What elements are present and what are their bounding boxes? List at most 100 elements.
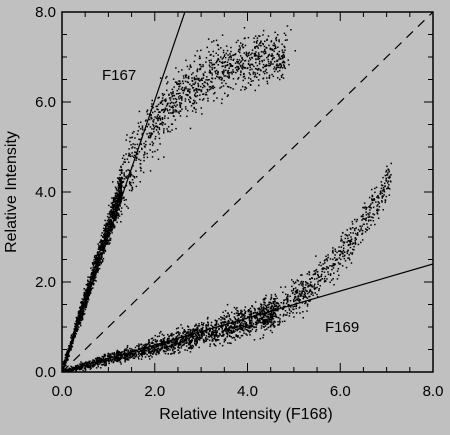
f167-point	[175, 111, 177, 113]
f169-point	[261, 321, 264, 324]
f167-point	[130, 144, 132, 146]
f169-point	[270, 296, 273, 298]
f169-point	[146, 347, 149, 350]
f169-point	[211, 336, 213, 339]
f169-point	[372, 216, 374, 219]
f167-point	[179, 104, 182, 106]
f169-point	[314, 283, 316, 286]
f167-point	[95, 276, 97, 278]
f169-point	[295, 298, 298, 301]
f169-point	[222, 318, 224, 320]
f167-point	[191, 77, 193, 79]
f169-point	[365, 211, 367, 213]
f167-point	[72, 333, 75, 335]
f167-point	[239, 64, 242, 67]
f167-point	[278, 66, 280, 69]
f169-point	[254, 312, 257, 314]
f167-point	[215, 72, 217, 75]
f167-point	[196, 68, 199, 70]
f167-point	[262, 29, 265, 32]
f167-point	[81, 309, 84, 311]
f167-point	[140, 167, 142, 170]
f169-point	[295, 307, 297, 310]
f169-point	[173, 348, 176, 350]
f169-point	[365, 228, 367, 230]
f167-point	[176, 81, 178, 84]
f167-point	[173, 94, 175, 97]
f169-point	[167, 353, 169, 355]
f169-point	[295, 292, 298, 294]
f167-point	[216, 69, 218, 72]
f169-point	[121, 351, 124, 353]
f169-point	[236, 329, 238, 332]
f169-point	[148, 355, 150, 358]
f169-point	[243, 316, 245, 318]
f167-point	[101, 256, 103, 258]
f167-point	[103, 241, 105, 243]
f167-point	[284, 46, 286, 49]
f169-point	[176, 340, 178, 342]
f167-point	[118, 207, 120, 210]
f169-point	[217, 339, 220, 341]
f169-point	[371, 198, 374, 201]
f169-point	[260, 305, 262, 307]
f169-point	[179, 343, 181, 346]
f169-point	[226, 334, 229, 336]
f167-point	[192, 83, 194, 85]
f167-point	[112, 217, 114, 220]
f167-point	[87, 290, 89, 292]
f169-point	[368, 196, 371, 199]
f169-point	[345, 234, 348, 236]
f167-point	[141, 132, 144, 135]
f169-point	[370, 219, 372, 222]
f169-point	[94, 357, 97, 360]
f167-point	[214, 91, 216, 94]
f169-point	[279, 320, 281, 322]
f169-point	[251, 325, 254, 327]
f167-point	[252, 80, 254, 82]
f167-point	[263, 45, 266, 48]
f169-point	[115, 352, 118, 355]
f167-point	[117, 180, 119, 183]
f167-point	[127, 154, 130, 157]
f167-point	[173, 104, 176, 107]
f169-point	[217, 335, 220, 337]
f167-point	[85, 306, 87, 309]
f169-point	[222, 334, 225, 337]
f169-point	[361, 219, 363, 221]
f169-point	[177, 344, 180, 346]
f169-point	[271, 317, 273, 319]
f169-point	[262, 316, 264, 318]
f169-point	[205, 338, 207, 340]
f169-point	[189, 336, 192, 338]
f169-point	[188, 337, 191, 339]
f169-point	[146, 343, 148, 345]
f167-point	[96, 262, 98, 264]
f169-point	[228, 321, 230, 323]
f169-point	[194, 338, 196, 340]
f167-point	[279, 63, 281, 65]
f169-point	[382, 188, 385, 191]
f167-point	[171, 93, 173, 95]
f169-point	[151, 356, 153, 358]
f169-point	[283, 313, 285, 316]
f167-point	[101, 240, 104, 242]
f169-point	[260, 325, 263, 327]
f169-point	[163, 350, 165, 353]
f169-point	[184, 333, 186, 336]
f169-point	[251, 312, 253, 314]
f167-point	[70, 349, 72, 351]
f167-point	[85, 288, 87, 291]
f169-point	[326, 259, 329, 262]
f167-point	[278, 58, 280, 61]
f167-point	[98, 248, 100, 250]
f169-point	[278, 323, 281, 325]
f167-point	[198, 79, 200, 81]
f167-point	[189, 100, 191, 103]
f169-point	[197, 336, 199, 339]
f167-point	[253, 37, 255, 39]
f167-point	[164, 100, 167, 103]
f169-point	[163, 334, 165, 337]
f169-point	[274, 305, 276, 307]
f167-point	[248, 54, 250, 57]
